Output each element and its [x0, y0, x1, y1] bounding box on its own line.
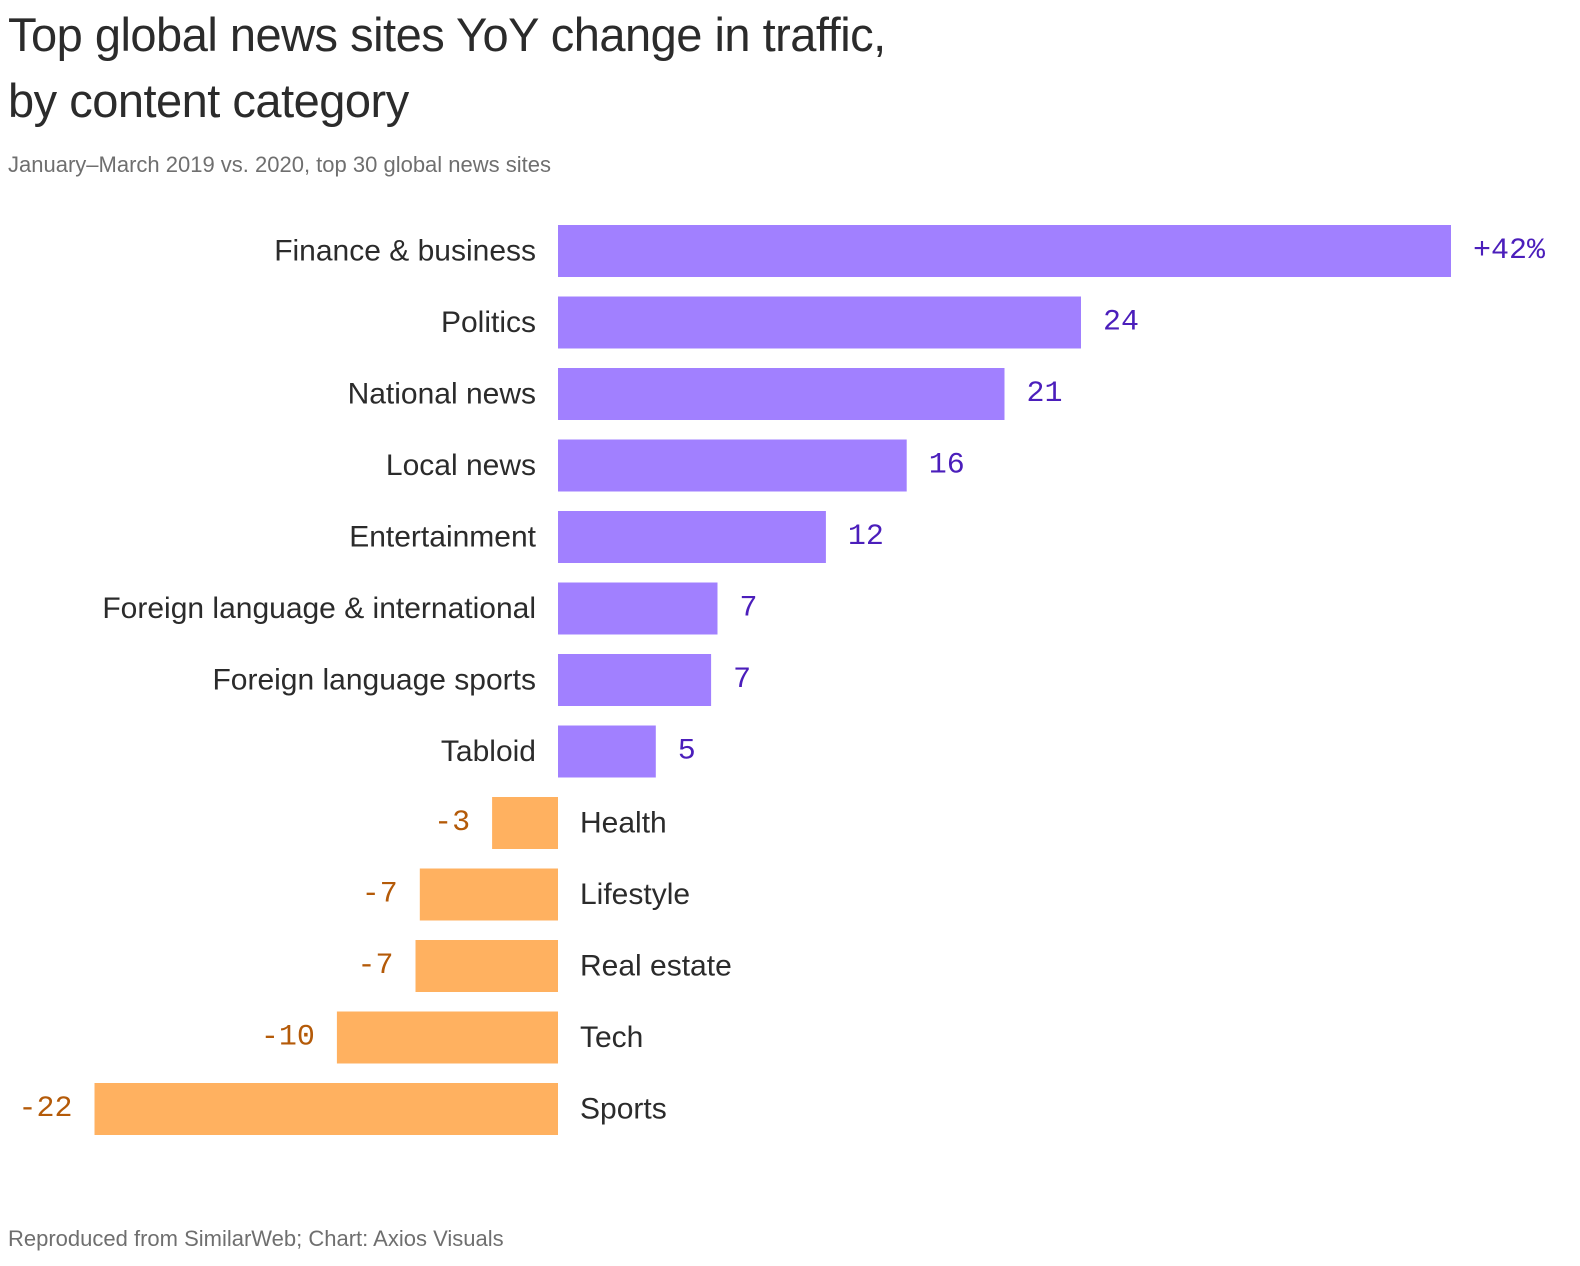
chart-subtitle: January–March 2019 vs. 2020, top 30 glob…	[8, 152, 551, 177]
category-label-tabloid: Tabloid	[441, 735, 536, 768]
category-label-foreign-language-international: Foreign language & international	[102, 592, 536, 625]
category-label-real-estate: Real estate	[580, 950, 732, 983]
category-label-lifestyle: Lifestyle	[580, 878, 690, 911]
bar-tech	[336, 1011, 558, 1064]
source-note: Reproduced from SimilarWeb; Chart: Axios…	[8, 1226, 504, 1251]
bar-entertainment	[558, 511, 826, 563]
bar-national-news	[558, 368, 1005, 420]
category-label-local-news: Local news	[386, 449, 536, 482]
value-label-sports: -22	[18, 1092, 72, 1126]
category-label-national-news: National news	[348, 378, 536, 411]
value-label-national-news: 21	[1027, 377, 1063, 411]
value-label-real-estate: -7	[357, 949, 393, 983]
value-label-health: -3	[434, 806, 470, 840]
category-label-sports: Sports	[580, 1093, 667, 1126]
chart-title-line-2: by content category	[8, 74, 409, 127]
category-label-finance-business: Finance & business	[274, 235, 536, 268]
bar-lifestyle	[419, 868, 558, 921]
value-label-lifestyle: -7	[362, 878, 398, 912]
bar-real-estate	[415, 940, 558, 992]
bar-foreign-language-international	[558, 582, 718, 635]
value-label-tech: -10	[261, 1021, 315, 1055]
value-label-foreign-language-international: 7	[740, 592, 758, 626]
bar-tabloid	[558, 725, 656, 778]
chart-title: Top global news sites YoY change in traf…	[8, 2, 1108, 134]
value-label-finance-business: +42%	[1473, 234, 1546, 268]
bar-sports	[94, 1083, 558, 1135]
bar-local-news	[558, 439, 907, 492]
category-label-politics: Politics	[441, 306, 536, 339]
chart-title-line-1: Top global news sites YoY change in traf…	[8, 8, 886, 61]
bar-politics	[558, 296, 1081, 349]
bar-finance-business	[558, 225, 1451, 277]
category-label-health: Health	[580, 807, 667, 840]
category-label-tech: Tech	[580, 1021, 643, 1054]
value-label-local-news: 16	[929, 449, 965, 483]
value-label-tabloid: 5	[678, 735, 696, 769]
bar-health	[492, 797, 558, 849]
category-label-entertainment: Entertainment	[349, 521, 536, 554]
value-label-entertainment: 12	[848, 520, 884, 554]
value-label-politics: 24	[1103, 306, 1139, 340]
value-label-foreign-language-sports: 7	[733, 663, 751, 697]
bar-foreign-language-sports	[558, 654, 712, 706]
category-label-foreign-language-sports: Foreign language sports	[212, 664, 536, 697]
